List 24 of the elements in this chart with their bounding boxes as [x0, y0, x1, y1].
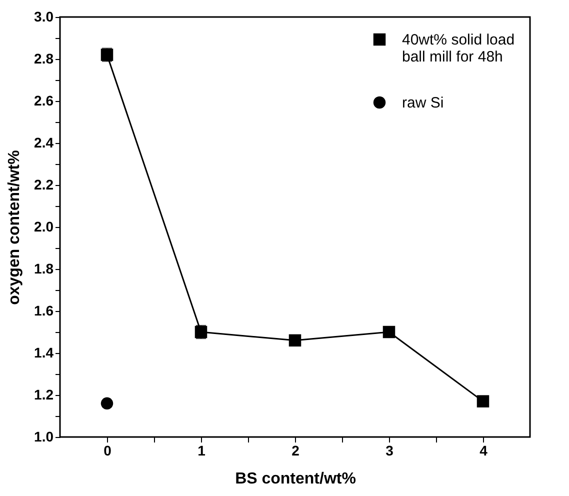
y-tick-label: 1.2	[34, 386, 54, 402]
y-tick-label: 1.6	[34, 302, 54, 318]
y-tick-label: 1.8	[34, 260, 54, 276]
x-tick-label: 2	[292, 442, 300, 458]
y-axis-title: oxygen content/wt%	[6, 150, 24, 305]
x-axis-title: BS content/wt%	[235, 470, 356, 488]
x-tick-label: 3	[386, 442, 394, 458]
y-tick-label: 2.4	[34, 134, 54, 150]
y-tick-label: 2.2	[34, 176, 54, 192]
y-tick-label: 1.0	[34, 428, 54, 444]
y-tick-label: 3.0	[34, 8, 54, 24]
point	[382, 326, 396, 338]
x-tick-label: 0	[104, 442, 112, 458]
legend-label: raw Si	[402, 94, 444, 112]
x-tick-label: 4	[480, 442, 488, 458]
point	[476, 395, 490, 408]
y-tick-label: 2.0	[34, 218, 54, 234]
x-tick-label: 1	[198, 442, 206, 458]
point	[100, 397, 114, 410]
y-tick-label: 2.6	[34, 92, 54, 108]
point	[288, 334, 302, 347]
legend-label: 40wt% solid load ball mill for 48h	[402, 32, 515, 66]
y-tick-label: 2.8	[34, 50, 54, 66]
y-tick-label: 1.4	[34, 344, 54, 360]
